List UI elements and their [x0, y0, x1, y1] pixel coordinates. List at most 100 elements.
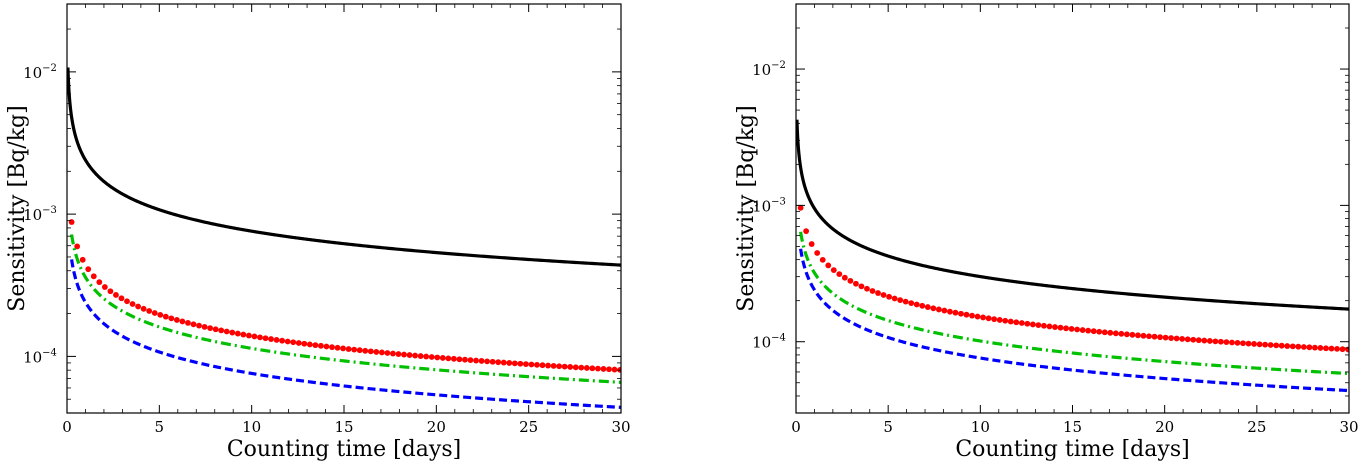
data-point — [985, 315, 992, 322]
data-point — [1251, 341, 1257, 347]
x-tick-label: 5 — [155, 418, 165, 436]
data-point — [434, 354, 441, 361]
data-point — [1262, 341, 1269, 348]
data-point — [218, 327, 225, 334]
data-point — [157, 311, 164, 318]
data-point — [1212, 338, 1219, 345]
data-point — [952, 309, 959, 316]
x-tick-label: 5 — [883, 418, 893, 436]
x-axis: 0 5 10 15 20 25 30 — [791, 4, 1359, 436]
data-point — [484, 358, 491, 365]
data-point — [129, 301, 136, 307]
data-point — [1234, 339, 1241, 346]
x-axis-label: Counting time [days] — [227, 437, 461, 462]
data-point — [963, 311, 970, 318]
data-point — [445, 355, 452, 362]
data-point — [168, 315, 175, 322]
data-point — [495, 359, 502, 366]
data-point — [1129, 331, 1136, 338]
data-point — [268, 336, 274, 342]
data-point — [814, 250, 821, 256]
x-tick-label: 10 — [971, 418, 990, 436]
data-point — [384, 350, 391, 356]
data-point — [1007, 318, 1014, 325]
data-point — [1295, 343, 1302, 350]
data-point — [1162, 334, 1169, 341]
series-blue-dashed — [70, 259, 621, 409]
x-axis-label: Counting time [days] — [955, 437, 1189, 462]
data-point — [1151, 333, 1158, 340]
data-point — [506, 360, 513, 366]
y-tick-base: 10 — [23, 206, 42, 224]
data-point — [223, 328, 230, 335]
data-point — [1052, 324, 1058, 330]
data-point — [902, 298, 909, 305]
data-point — [1079, 327, 1086, 333]
data-point — [969, 312, 975, 319]
data-point — [797, 204, 804, 211]
data-point — [930, 305, 937, 312]
data-point — [924, 304, 931, 310]
data-point — [864, 285, 870, 292]
y-tick-label: 10−3 — [752, 196, 786, 215]
data-point — [572, 364, 579, 371]
data-point — [1118, 330, 1125, 337]
y-tick-label: 10−4 — [23, 347, 57, 366]
data-point — [908, 300, 915, 306]
data-point — [886, 293, 892, 300]
plot-area — [796, 119, 1349, 393]
data-point — [991, 316, 998, 323]
data-point — [146, 308, 153, 314]
data-point — [1345, 346, 1349, 353]
data-point — [1157, 334, 1163, 341]
data-point — [417, 353, 424, 359]
data-point — [345, 346, 352, 352]
data-point — [1123, 331, 1130, 338]
data-point — [941, 307, 948, 314]
y-axis: 10−210−310−4 — [23, 3, 621, 414]
data-point — [589, 365, 596, 372]
data-point — [1229, 339, 1235, 346]
data-point — [561, 363, 568, 370]
series-green-dashdot — [70, 234, 621, 384]
data-point — [251, 333, 258, 340]
data-point — [825, 262, 832, 269]
data-point — [1013, 319, 1020, 326]
data-point — [179, 318, 186, 325]
data-point — [1300, 344, 1307, 350]
data-point — [207, 325, 214, 332]
data-point — [841, 274, 848, 281]
data-point — [819, 256, 826, 263]
data-point — [1096, 328, 1103, 335]
data-point — [595, 365, 601, 372]
data-point — [583, 365, 590, 371]
data-point — [919, 302, 926, 309]
data-point — [1240, 340, 1246, 347]
data-point — [1334, 345, 1340, 352]
data-point — [185, 320, 191, 326]
plot-area — [67, 67, 621, 409]
data-point — [1146, 333, 1152, 340]
data-point — [318, 342, 324, 349]
data-point — [836, 271, 843, 278]
x-tick-label: 30 — [611, 418, 630, 436]
data-point — [273, 336, 280, 343]
data-point — [958, 310, 964, 317]
data-point — [1063, 325, 1069, 332]
data-point — [312, 342, 319, 349]
data-point — [162, 313, 169, 320]
data-point — [897, 297, 904, 303]
data-point — [68, 219, 75, 225]
data-point — [151, 310, 158, 316]
data-point — [323, 343, 330, 350]
data-point — [1140, 332, 1147, 339]
data-point — [373, 349, 380, 355]
data-point — [306, 341, 313, 348]
data-point — [201, 323, 208, 330]
data-point — [891, 295, 898, 302]
x-tick-label: 20 — [427, 418, 446, 436]
data-point — [279, 337, 286, 344]
data-point — [556, 363, 563, 370]
data-point — [1090, 328, 1097, 335]
